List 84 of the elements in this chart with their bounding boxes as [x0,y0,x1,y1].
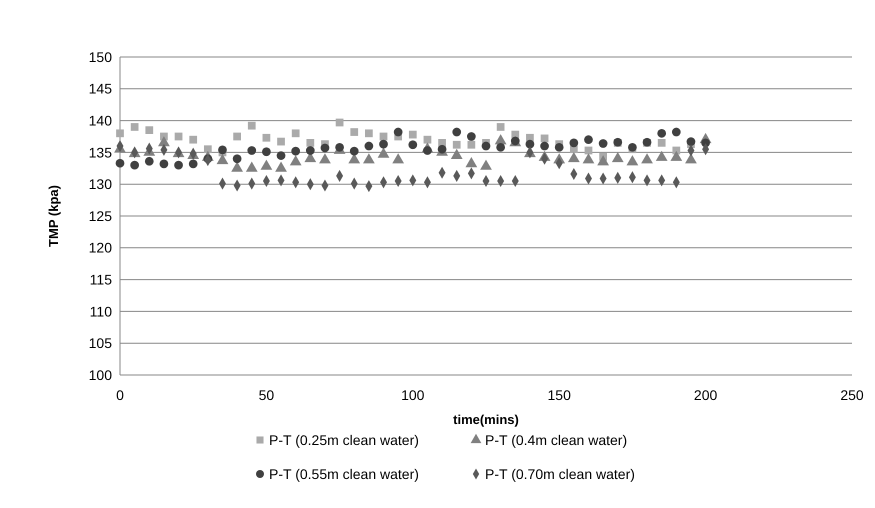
y-axis-title: TMP (kpa) [46,185,61,247]
point [262,147,271,156]
point [380,132,388,140]
legend-label: P-T (0.25m clean water) [269,432,419,448]
x-tick-label: 200 [694,387,718,403]
point [320,144,330,152]
point [275,162,287,172]
point [248,122,256,130]
point [466,132,476,141]
point [540,134,548,142]
x-tick-label: 250 [840,387,864,403]
point [174,160,183,170]
y-tick-label: 125 [88,208,112,224]
x-tick-label: 50 [258,387,274,403]
y-tick-label: 115 [90,272,112,288]
point [336,118,344,126]
point [540,142,549,150]
point [130,160,140,170]
x-axis-title: time(mins) [453,412,519,427]
legend-label: P-T (0.55m clean water) [269,466,419,482]
y-tick-label: 150 [88,48,112,65]
point [424,136,432,144]
point [218,145,227,154]
point [379,140,388,148]
point [423,146,432,155]
point [306,138,314,147]
point [292,129,300,138]
point [189,136,198,144]
point [145,126,154,134]
point [277,138,285,146]
point [116,158,124,168]
legend-label: P-T (0.70m clean water) [485,466,635,482]
point [394,128,403,136]
point [350,146,359,156]
point [174,132,182,140]
y-tick-label: 140 [88,112,112,128]
point [408,140,418,150]
y-tick-label: 105 [88,335,112,352]
point [365,129,373,138]
y-tick-label: 135 [88,144,112,160]
point [276,151,286,160]
y-tick-label: 120 [88,240,112,256]
point [247,146,256,155]
y-tick-label: 110 [90,303,112,320]
point [452,140,461,149]
point [672,128,681,136]
point [262,134,270,142]
point [188,159,198,168]
point [496,123,505,131]
point [306,146,315,155]
point [467,140,476,149]
point [233,132,241,140]
point [496,142,506,152]
point [378,148,390,158]
point [569,138,578,148]
point [144,156,154,166]
point [232,154,242,164]
point [116,129,124,138]
point [130,123,139,131]
x-tick-label: 0 [116,387,124,403]
point [482,142,490,150]
point [364,142,374,150]
x-tick-label: 100 [401,387,425,403]
point [350,128,358,136]
point [160,159,168,168]
x-tick-label: 150 [548,387,572,403]
point [554,142,564,152]
point [526,140,534,148]
point [408,130,417,138]
point [291,146,300,156]
y-tick-label: 100 [88,366,112,383]
y-tick-label: 145 [88,80,112,97]
point [246,162,258,172]
point [452,128,462,136]
point [628,142,637,152]
point [231,162,244,172]
point [658,138,666,147]
point [598,139,608,148]
point [584,146,592,154]
point [686,137,696,146]
point [584,135,593,144]
legend-label: P-T (0.4m clean water) [485,432,628,448]
point [657,128,666,138]
y-tick-label: 130 [88,176,112,192]
